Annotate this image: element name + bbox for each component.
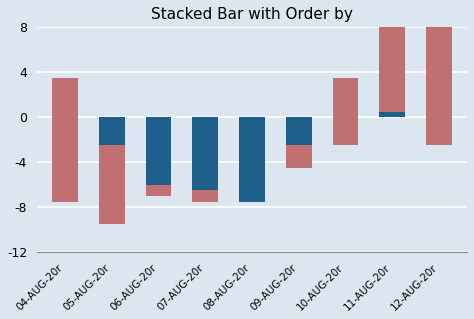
Bar bbox=[52, 78, 78, 202]
Bar bbox=[99, 145, 125, 224]
Bar bbox=[192, 190, 218, 202]
Bar bbox=[99, 117, 125, 224]
Bar bbox=[239, 117, 265, 202]
Bar bbox=[146, 185, 171, 196]
Bar bbox=[426, 27, 452, 145]
Bar bbox=[379, 27, 405, 112]
Bar bbox=[146, 117, 171, 196]
Bar bbox=[286, 117, 311, 168]
Bar bbox=[426, 117, 452, 145]
Title: Stacked Bar with Order by: Stacked Bar with Order by bbox=[151, 7, 353, 22]
Bar bbox=[192, 117, 218, 202]
Bar bbox=[333, 117, 358, 145]
Bar bbox=[52, 117, 78, 202]
Bar bbox=[333, 78, 358, 145]
Bar bbox=[379, 112, 405, 117]
Bar bbox=[286, 145, 311, 168]
